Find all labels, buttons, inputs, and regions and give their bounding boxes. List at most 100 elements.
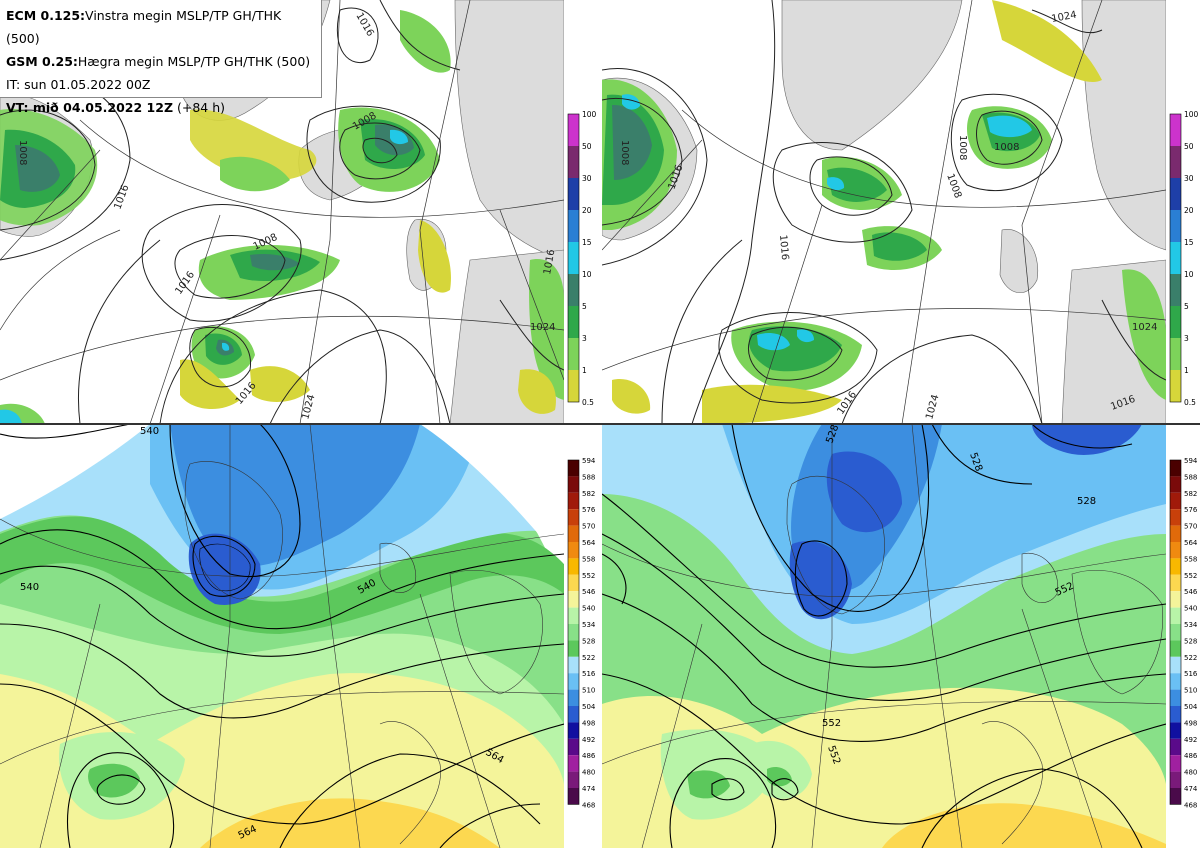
colorbar-swatch [1170, 542, 1181, 559]
colorbar-swatch [1170, 210, 1181, 242]
colorbar-border [567, 459, 580, 805]
forecast-info-box: ECM 0.125:Vinstra megin MSLP/TP GH/THK (… [0, 0, 322, 115]
colorbar-label: 516 [582, 670, 596, 678]
geopotential-contours [602, 424, 1166, 848]
colorbar-border [1169, 459, 1182, 805]
colorbar-swatch [568, 722, 579, 739]
colorbar-label: 558 [1184, 555, 1197, 563]
colorbar-swatch [1170, 706, 1181, 723]
colorbar-label: 15 [1184, 238, 1194, 247]
colorbar-label: 468 [1184, 801, 1197, 809]
colorbar-label: 534 [582, 621, 596, 629]
graticule [602, 0, 1166, 424]
colorbar-swatch [1170, 370, 1181, 402]
colorbar-swatch [1170, 771, 1181, 788]
colorbar-swatch [1170, 640, 1181, 657]
contour-label: 528 [1077, 496, 1096, 507]
colorbar-swatch [568, 509, 579, 526]
colorbar-label: 100 [1184, 110, 1199, 119]
colorbar-swatch [568, 771, 579, 788]
isobar-label: 1016 [777, 234, 790, 260]
colorbar-swatch [1170, 558, 1181, 575]
isobar-label: 1016 [542, 249, 557, 276]
colorbar-swatch [568, 558, 579, 575]
colorbar-swatch [568, 607, 579, 624]
colorbar-swatch [1170, 656, 1181, 674]
precip-colorbar-left: 100 50 30 20 15 10 5 3 1 0.5 [566, 110, 600, 408]
colorbar-label: 570 [1184, 523, 1197, 531]
graticule [0, 0, 564, 424]
gsm-thickness-map: 528 528 528 552 552 552 [602, 424, 1166, 848]
lead-time: (+84 h) [177, 100, 226, 115]
colorbar-swatch [1170, 788, 1181, 805]
colorbar-swatch [1170, 146, 1181, 178]
colorbar-label: 504 [582, 703, 596, 711]
colorbar-swatch [568, 624, 579, 641]
colorbar-swatch [1170, 689, 1181, 706]
colorbar-border [1169, 113, 1182, 403]
graticule [0, 424, 564, 848]
colorbar-swatch [1170, 574, 1181, 592]
colorbar-label: 570 [582, 523, 595, 531]
contour-label: 552 [822, 718, 841, 729]
colorbar-label: 20 [1184, 206, 1194, 215]
colorbar-label: 3 [1184, 334, 1189, 343]
valid-time: VT: mið 04.05.2022 12Z [6, 100, 174, 115]
colorbar-label: 582 [1184, 490, 1197, 498]
precip-colorbar-svg: 100 50 30 20 15 10 5 3 1 0.5 [1169, 110, 1199, 407]
colorbar-label: 474 [582, 785, 596, 793]
colorbar-swatch [568, 242, 579, 274]
thickness-colorbar-right: 594 588 582 576 570 564 558 552 546 540 534 528 522 5… [1168, 457, 1200, 810]
ecm-thickness-map: 540 540 540 564 564 [0, 424, 564, 848]
panel-divider-horizontal [0, 423, 1200, 425]
colorbar-swatch [1170, 591, 1181, 608]
colorbar-label: 564 [582, 539, 596, 547]
colorbar-swatch [568, 492, 579, 510]
ecm-thickness-svg: 540 540 540 564 564 [0, 424, 564, 848]
colorbar-swatch [568, 574, 579, 592]
colorbar-label: 516 [1184, 670, 1198, 678]
colorbar-swatch [1170, 738, 1181, 756]
colorbar-label: 594 [1184, 457, 1198, 465]
colorbar-label: 5 [582, 302, 587, 311]
info-line-gsm: GSM 0.25:Hægra megin MSLP/TP GH/THK (500… [6, 50, 315, 73]
colorbar-label: 480 [582, 769, 595, 777]
thickness-534 [0, 516, 564, 634]
isobar-label: 1008 [994, 142, 1019, 153]
colorbar-label: 492 [1184, 736, 1197, 744]
initial-time: IT: sun 01.05.2022 00Z [6, 77, 151, 92]
colorbar-swatch [568, 338, 579, 370]
gsm-thickness-svg: 528 528 528 552 552 552 [602, 424, 1166, 848]
colorbar-label: 10 [1184, 270, 1194, 279]
colorbar-label: 552 [582, 572, 595, 580]
colorbar-label: 10 [582, 270, 592, 279]
colorbar-label: 594 [582, 457, 596, 465]
colorbar-swatch [568, 656, 579, 674]
colorbar-swatch [568, 210, 579, 242]
thickness-colorbar-svg: 594 588 582 576 570 564 558 552 546 540 534 528 522 5… [1169, 457, 1198, 809]
colorbar-label: 576 [1184, 506, 1198, 514]
colorbar-label: 534 [1184, 621, 1198, 629]
contour-label: 540 [140, 426, 159, 437]
isobar-label: 1008 [619, 140, 630, 165]
colorbar-swatch [568, 689, 579, 706]
colorbar-label: 486 [1184, 752, 1198, 760]
isobar-label: 1024 [530, 322, 555, 333]
colorbar-label: 510 [582, 687, 595, 695]
colorbar-label: 498 [582, 719, 595, 727]
colorbar-swatch [1170, 242, 1181, 274]
thickness-558 [200, 798, 500, 848]
colorbar-swatch [1170, 114, 1181, 146]
colorbar-swatch [1170, 178, 1181, 210]
colorbar-swatch [568, 306, 579, 338]
colorbar-swatch [1170, 509, 1181, 526]
colorbar-label: 5 [1184, 302, 1189, 311]
colorbar-label: 588 [582, 473, 595, 481]
ecm-model-label: ECM 0.125: [6, 8, 86, 23]
isobar-labels: 1008 1008 1008 1008 1016 1016 1024 1016 … [619, 10, 1157, 421]
info-line-valid: VT: mið 04.05.2022 12Z (+84 h) [6, 96, 315, 119]
colorbar-swatch [1170, 476, 1181, 493]
colorbar-swatch [1170, 306, 1181, 338]
colorbar-label: 486 [582, 752, 596, 760]
colorbar-swatch [1170, 338, 1181, 370]
